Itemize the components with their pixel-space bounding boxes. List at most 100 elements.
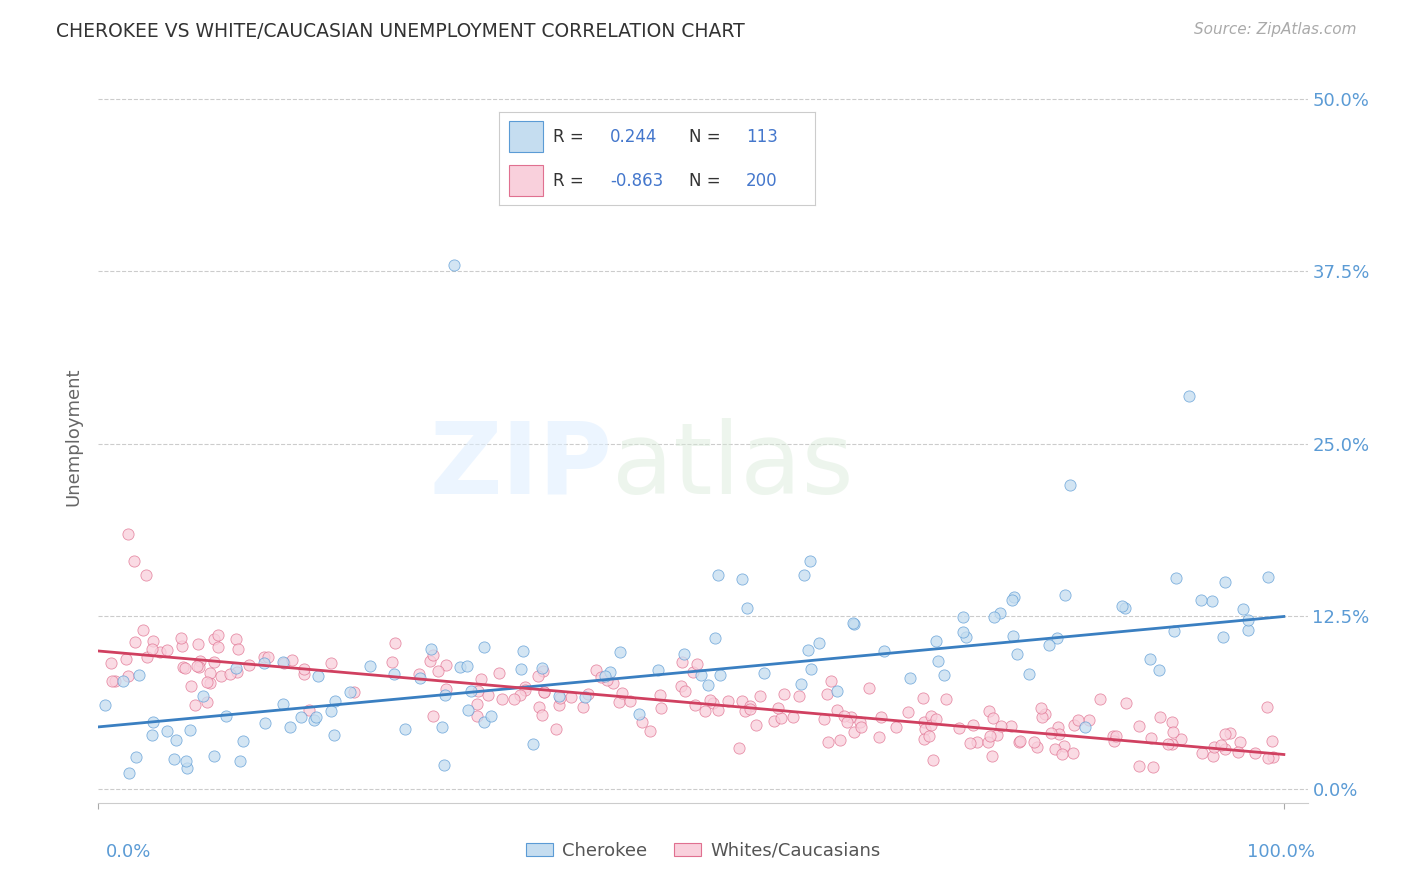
Point — [717, 694, 740, 708]
Point — [479, 709, 502, 723]
Point — [830, 732, 852, 747]
Text: CHEROKEE VS WHITE/CAUCASIAN UNEMPLOYMENT CORRELATION CHART: CHEROKEE VS WHITE/CAUCASIAN UNEMPLOYMENT… — [56, 22, 745, 41]
Point — [1213, 742, 1236, 756]
Point — [610, 686, 633, 700]
Point — [465, 708, 488, 723]
Point — [319, 656, 342, 670]
Point — [648, 688, 671, 702]
Point — [731, 573, 754, 587]
Point — [1115, 696, 1137, 710]
Point — [849, 720, 872, 734]
Point — [744, 718, 766, 732]
Point — [1229, 735, 1251, 749]
Point — [253, 650, 276, 665]
Text: atlas: atlas — [613, 417, 853, 515]
Point — [302, 714, 325, 728]
Point — [503, 692, 526, 706]
Point — [1078, 713, 1101, 727]
Point — [1025, 739, 1047, 754]
Point — [868, 731, 890, 745]
Point — [117, 765, 139, 780]
Point — [980, 748, 1002, 763]
Point — [433, 688, 456, 702]
Text: R =: R = — [553, 172, 589, 190]
Point — [202, 748, 225, 763]
Point — [548, 690, 571, 704]
Point — [1213, 727, 1236, 741]
Point — [593, 669, 616, 683]
Point — [1059, 478, 1081, 492]
Point — [232, 734, 254, 748]
Point — [193, 689, 215, 703]
Point — [491, 692, 513, 706]
Point — [156, 724, 179, 739]
Point — [1161, 725, 1184, 739]
Point — [1053, 739, 1076, 753]
Point — [433, 757, 456, 772]
Point — [986, 728, 1008, 742]
Point — [141, 728, 163, 742]
Point — [1038, 639, 1060, 653]
Point — [384, 636, 406, 650]
Point — [305, 709, 328, 723]
Point — [1039, 726, 1062, 740]
Text: 113: 113 — [745, 128, 778, 145]
Point — [142, 714, 165, 729]
Text: -0.863: -0.863 — [610, 172, 664, 190]
Text: N =: N = — [689, 172, 725, 190]
Point — [467, 684, 489, 698]
Point — [1147, 663, 1170, 677]
Point — [602, 675, 624, 690]
Point — [1128, 758, 1150, 772]
Point — [897, 705, 920, 719]
Point — [607, 695, 630, 709]
Point — [735, 600, 758, 615]
Point — [983, 609, 1005, 624]
Point — [832, 708, 855, 723]
Point — [657, 133, 679, 147]
Point — [1236, 613, 1258, 627]
Point — [135, 650, 157, 665]
Point — [793, 568, 815, 582]
Point — [273, 656, 295, 670]
Point — [709, 667, 731, 681]
Point — [952, 610, 974, 624]
Point — [408, 666, 430, 681]
Point — [920, 709, 942, 723]
Point — [515, 683, 537, 698]
Point — [827, 684, 849, 698]
Point — [254, 715, 277, 730]
Point — [1244, 746, 1267, 760]
Point — [1002, 590, 1025, 604]
Point — [752, 666, 775, 681]
Point — [807, 636, 830, 650]
Point — [290, 710, 312, 724]
Point — [434, 681, 457, 696]
Point — [703, 631, 725, 645]
Point — [640, 723, 662, 738]
Point — [128, 667, 150, 681]
Point — [470, 673, 492, 687]
Point — [1257, 751, 1279, 765]
Point — [918, 729, 941, 743]
Text: N =: N = — [689, 128, 725, 145]
Point — [522, 737, 544, 751]
Point — [422, 709, 444, 723]
Point — [884, 720, 907, 734]
Point — [825, 703, 848, 717]
Point — [706, 703, 728, 717]
Point — [849, 715, 872, 730]
Point — [165, 732, 187, 747]
Point — [920, 718, 942, 732]
Point — [707, 567, 730, 582]
Point — [797, 643, 820, 657]
Point — [184, 698, 207, 712]
Point — [533, 685, 555, 699]
Point — [981, 711, 1004, 725]
Point — [307, 669, 329, 683]
Point — [382, 666, 405, 681]
Point — [186, 659, 208, 673]
Point — [111, 673, 134, 688]
Point — [813, 712, 835, 726]
Point — [115, 651, 138, 665]
